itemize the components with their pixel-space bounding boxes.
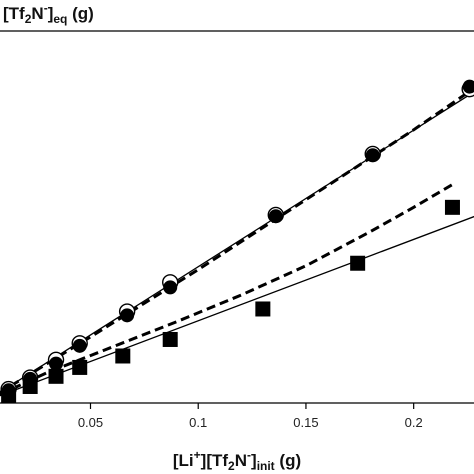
y-axis-title: [Tf2N-]eq (g) (3, 1, 94, 26)
filled-square-point-3 (72, 359, 88, 375)
filled-square-point-1 (22, 378, 38, 394)
filled-circle-point-6 (268, 209, 283, 224)
filled-square-point-6 (255, 301, 271, 317)
filled-square-point-7 (350, 255, 366, 271)
filled-square-point-8 (444, 199, 460, 215)
x-axis-title: [Li+][Tf2N-]init (g) (173, 448, 301, 473)
solid-fit-line-3 (0, 215, 474, 397)
data-points (0, 79, 474, 403)
filled-square-point-2 (48, 368, 64, 384)
x-tick-label-3: 0.2 (405, 415, 423, 430)
x-tick-label-2: 0.15 (293, 415, 318, 430)
filled-circle-point-3 (72, 338, 87, 353)
x-axis-ticks: 0.05 0.1 0.15 0.2 (78, 403, 423, 430)
x-tick-label-0: 0.05 (78, 415, 103, 430)
fit-lines (0, 86, 474, 397)
filled-circle-point-8 (462, 79, 474, 94)
dashed-fit-line-2 (0, 183, 454, 397)
filled-circle-point-2 (49, 356, 64, 371)
filled-circle-point-5 (163, 280, 178, 295)
filled-square-point-4 (115, 348, 131, 364)
filled-circle-point-4 (120, 308, 135, 323)
filled-circle-point-7 (365, 148, 380, 163)
x-tick-label-1: 0.1 (189, 415, 207, 430)
filled-square-point-0 (1, 387, 17, 403)
filled-square-point-5 (162, 331, 178, 347)
